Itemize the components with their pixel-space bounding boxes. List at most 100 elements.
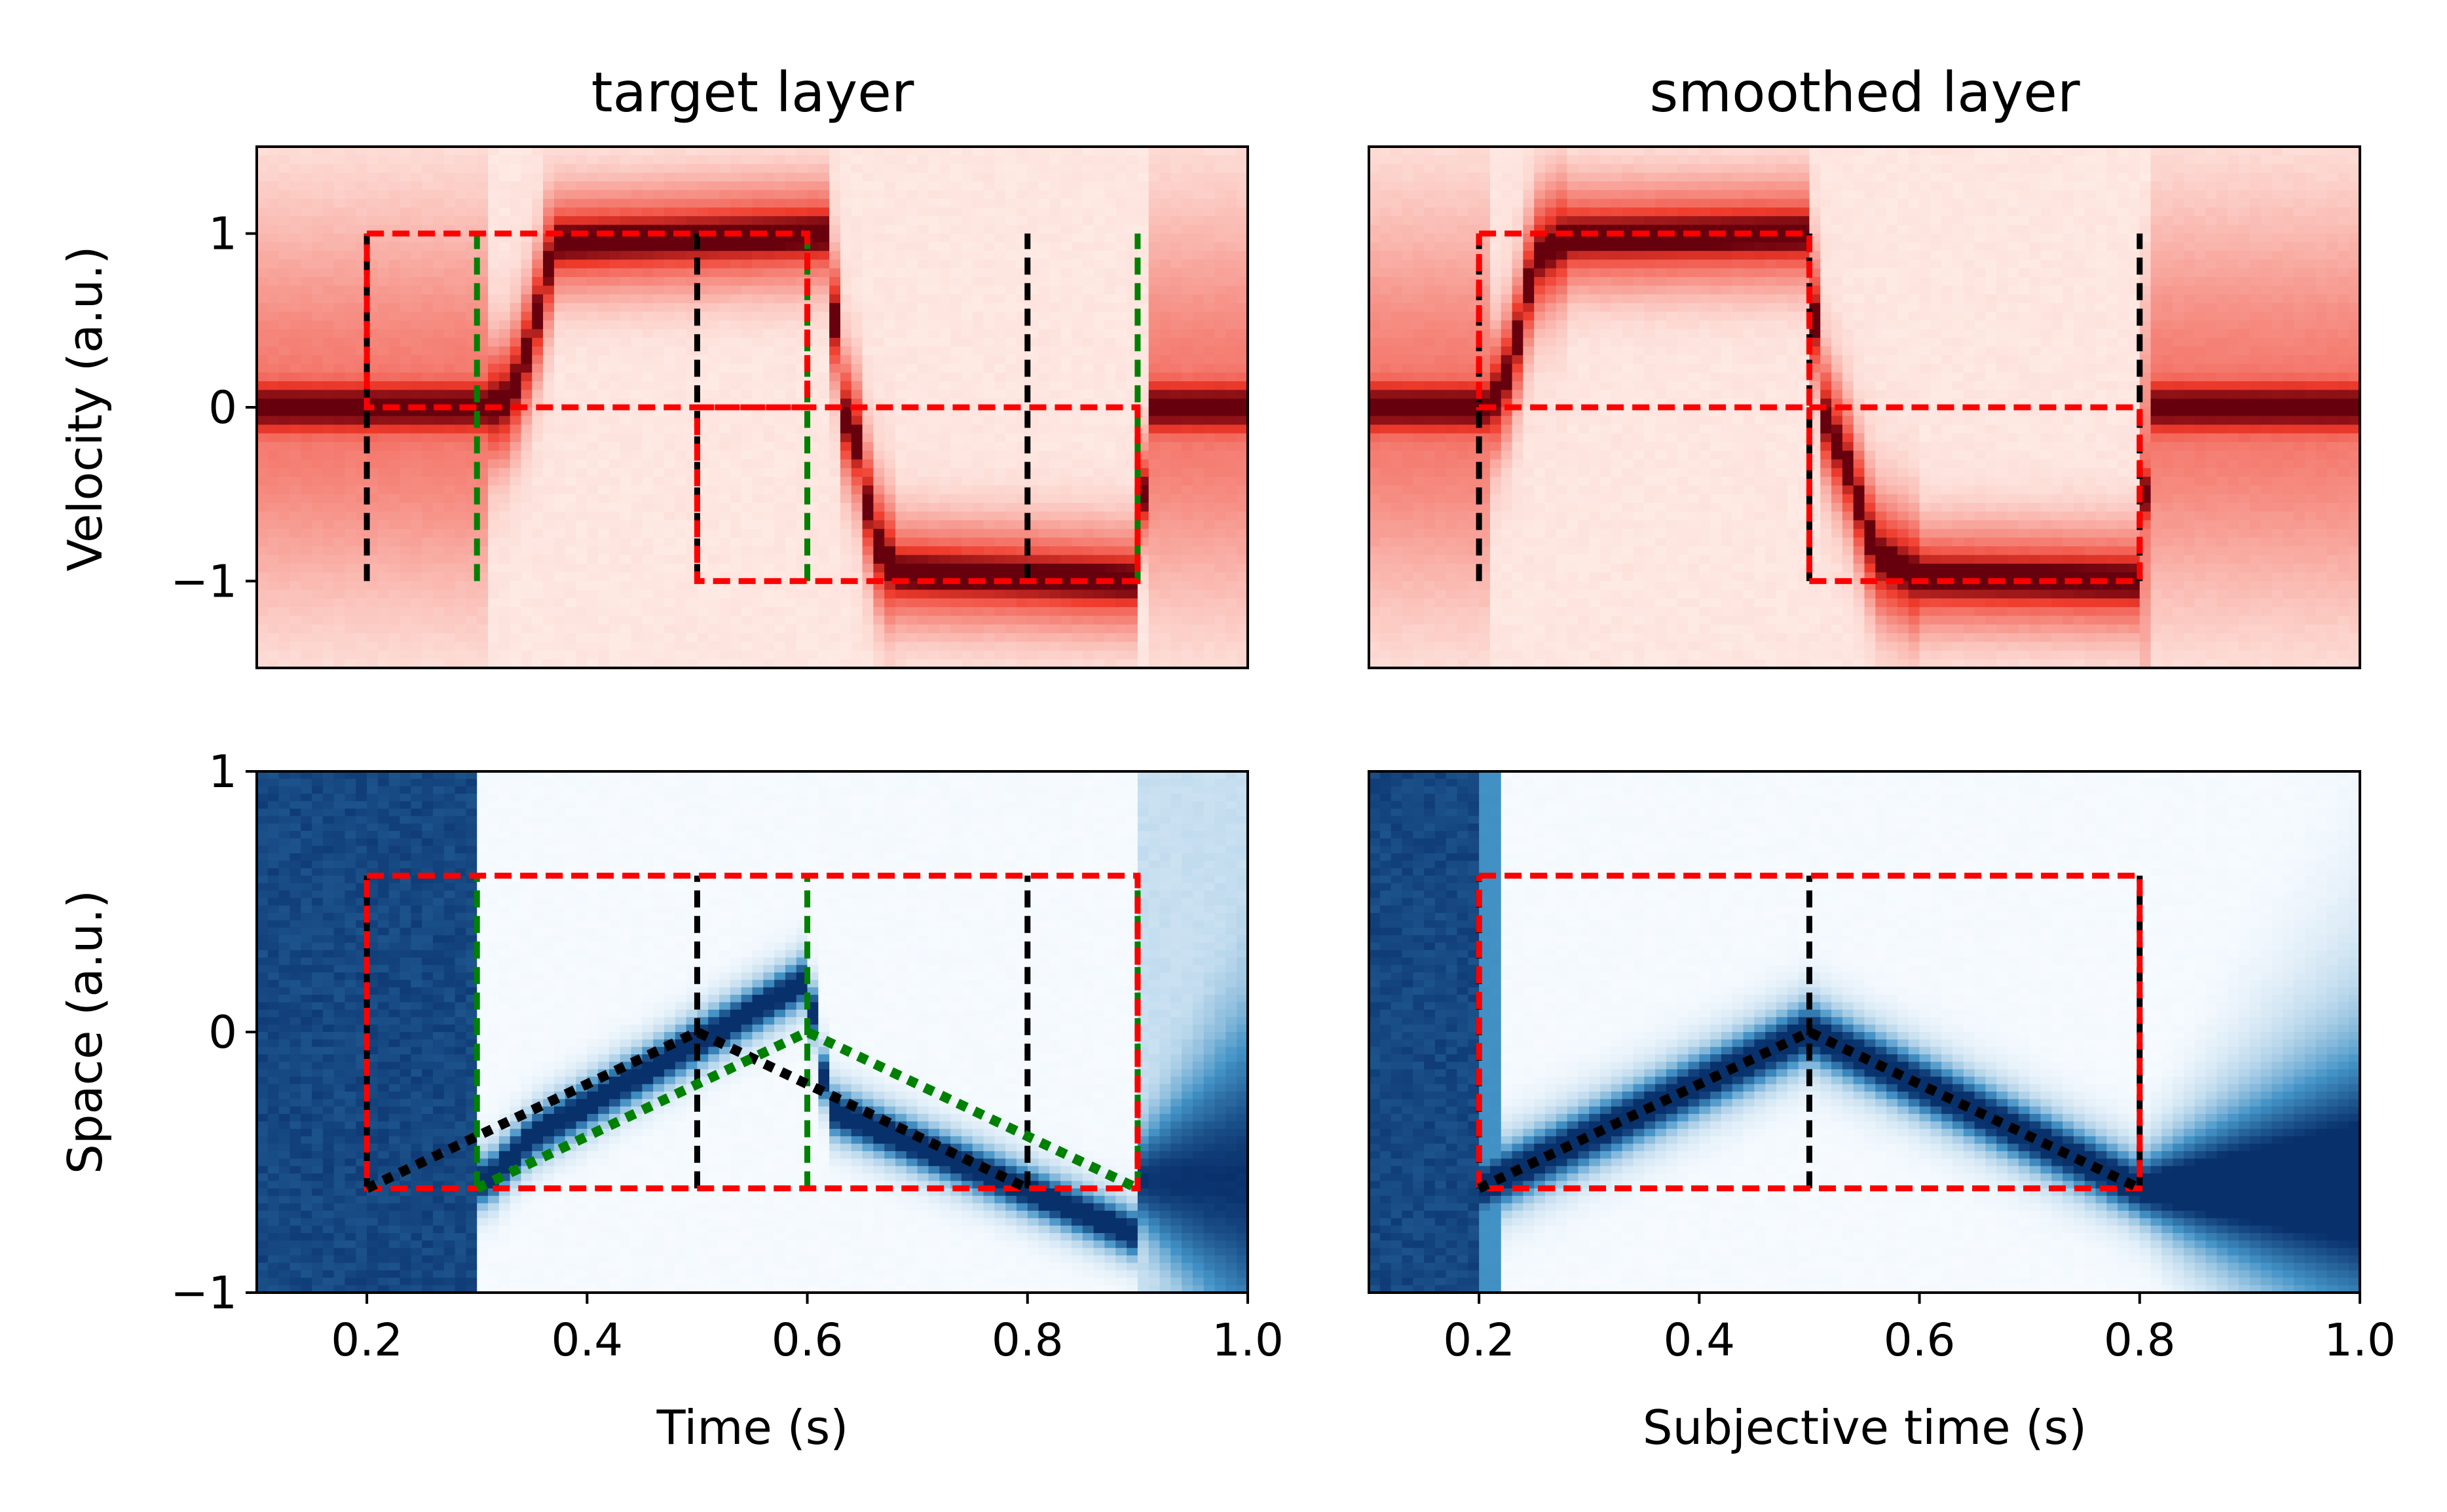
heatmap-cell (807, 172, 819, 182)
heatmap-cell (278, 337, 291, 347)
heatmap-cell (565, 616, 577, 625)
heatmap-cell (510, 485, 522, 495)
heatmap-cell (950, 598, 962, 608)
heatmap-cell (994, 363, 1006, 373)
heatmap-cell (510, 190, 522, 200)
heatmap-cell (928, 598, 940, 608)
heatmap-cell (961, 477, 973, 486)
heatmap-cell (345, 346, 356, 356)
heatmap-cell (1148, 477, 1161, 486)
heatmap-cell (774, 598, 786, 608)
heatmap-cell (928, 190, 940, 200)
heatmap-cell (553, 268, 566, 278)
heatmap-cell (443, 572, 456, 581)
heatmap-cell (1082, 616, 1094, 625)
heatmap-cell (994, 320, 1006, 330)
heatmap-cell (498, 528, 511, 538)
heatmap-cell (301, 616, 312, 625)
heatmap-cell (840, 555, 852, 564)
heatmap-cell (642, 633, 654, 642)
heatmap-cell (267, 398, 280, 408)
heatmap-cell (553, 277, 566, 286)
heatmap-cell (642, 363, 654, 373)
heatmap-cell (851, 268, 863, 278)
heatmap-cell (422, 616, 434, 625)
heatmap-cell (1115, 147, 1127, 156)
heatmap-cell (598, 277, 610, 286)
heatmap-cell (345, 616, 356, 625)
heatmap-cell (972, 286, 984, 295)
heatmap-cell (466, 155, 477, 165)
heatmap-cell (906, 155, 918, 165)
heatmap-cell (730, 563, 742, 573)
heatmap-cell (917, 520, 929, 530)
heatmap-cell (422, 390, 434, 399)
heatmap-cell (675, 355, 687, 365)
heatmap-cell (862, 216, 874, 225)
heatmap-cell (774, 259, 786, 269)
heatmap-cell (1016, 207, 1028, 217)
heatmap-cell (862, 633, 874, 642)
heatmap-cell (983, 624, 995, 634)
heatmap-cell (994, 616, 1006, 625)
heatmap-cell (576, 268, 588, 278)
heatmap-cell (719, 355, 731, 365)
heatmap-cell (774, 485, 786, 495)
heatmap-cell (906, 642, 918, 652)
heatmap-cell (785, 147, 797, 156)
heatmap-cell (917, 642, 929, 652)
heatmap-cell (1072, 511, 1083, 521)
heatmap-cell (1038, 147, 1050, 156)
heatmap-cell (1104, 225, 1116, 234)
heatmap-cell (455, 546, 467, 556)
heatmap-cell (631, 312, 643, 321)
heatmap-cell (510, 268, 522, 278)
heatmap-cell (576, 216, 588, 225)
heatmap-cell (257, 642, 269, 652)
heatmap-cell (576, 147, 588, 156)
heatmap-cell (631, 198, 643, 208)
heatmap-cell (598, 207, 610, 217)
heatmap-cell (443, 598, 456, 608)
heatmap-cell (333, 528, 346, 538)
heatmap-cell (322, 390, 335, 399)
heatmap-cell (873, 337, 885, 347)
heatmap-cell (422, 294, 434, 304)
heatmap-cell (388, 459, 401, 469)
heatmap-cell (1104, 233, 1116, 243)
heatmap-cell (928, 381, 940, 391)
heatmap-cell (1049, 642, 1061, 652)
heatmap-cell (631, 207, 643, 217)
heatmap-cell (587, 416, 599, 426)
heatmap-cell (961, 624, 973, 634)
heatmap-cell (400, 251, 411, 261)
heatmap-cell (675, 337, 687, 347)
heatmap-cell (1016, 642, 1028, 652)
heatmap-cell (1093, 216, 1106, 225)
heatmap-cell (598, 320, 610, 330)
heatmap-cell (950, 259, 962, 269)
heatmap-cell (983, 337, 995, 347)
heatmap-cell (422, 633, 434, 642)
heatmap-cell (587, 147, 599, 156)
heatmap-cell (312, 589, 324, 599)
heatmap-cell (576, 624, 588, 634)
heatmap-cell (686, 642, 698, 652)
heatmap-cell (400, 303, 411, 312)
heatmap-cell (1170, 190, 1182, 200)
heatmap-cell (1093, 329, 1106, 339)
heatmap-cell (345, 207, 356, 217)
heatmap-cell (664, 337, 676, 347)
heatmap-cell (906, 433, 918, 443)
heatmap-cell (642, 207, 654, 217)
heatmap-cell (730, 511, 742, 521)
heatmap-cell (388, 390, 401, 399)
heatmap-cell (840, 598, 852, 608)
heatmap-cell (675, 198, 687, 208)
heatmap-cell (377, 294, 390, 304)
heatmap-cell (1005, 451, 1017, 460)
heatmap-cell (1038, 337, 1050, 347)
heatmap-cell (719, 589, 731, 599)
heatmap-cell (1072, 233, 1083, 243)
heatmap-cell (278, 555, 291, 564)
